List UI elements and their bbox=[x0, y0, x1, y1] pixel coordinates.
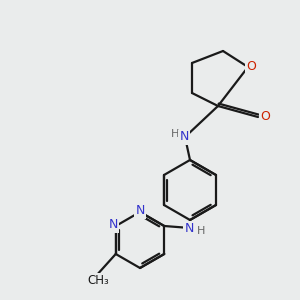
Text: H: H bbox=[197, 226, 205, 236]
Text: CH₃: CH₃ bbox=[87, 274, 109, 286]
Text: O: O bbox=[260, 110, 270, 124]
Text: H: H bbox=[171, 129, 179, 139]
Text: N: N bbox=[179, 130, 189, 143]
Text: N: N bbox=[184, 221, 194, 235]
Text: O: O bbox=[246, 59, 256, 73]
Text: N: N bbox=[135, 205, 145, 218]
Text: N: N bbox=[109, 218, 119, 232]
